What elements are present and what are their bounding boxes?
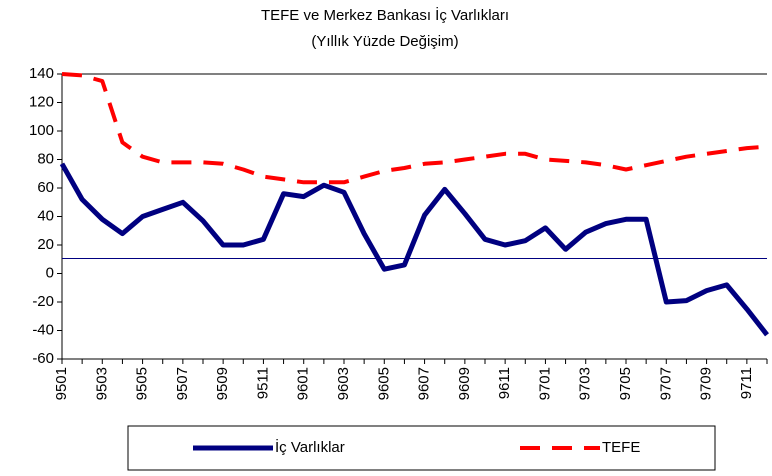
legend-label: TEFE bbox=[602, 439, 640, 456]
y-tick-label: 100 bbox=[29, 122, 54, 139]
y-tick-label: 60 bbox=[37, 179, 54, 196]
y-tick-label: 0 bbox=[46, 264, 54, 281]
x-tick-label: 9703 bbox=[577, 367, 594, 400]
y-tick-label: 140 bbox=[29, 65, 54, 82]
x-tick-label: 9603 bbox=[335, 367, 352, 400]
y-tick-label: -20 bbox=[32, 293, 54, 310]
legend-label: İç Varlıklar bbox=[275, 438, 345, 456]
x-tick-label: 9705 bbox=[617, 367, 634, 400]
x-tick-label: 9707 bbox=[657, 367, 674, 400]
x-tick-label: 9701 bbox=[536, 367, 553, 400]
x-tick-label: 9607 bbox=[416, 367, 433, 400]
y-tick-label: 20 bbox=[37, 236, 54, 253]
x-tick-label: 9709 bbox=[698, 367, 715, 400]
chart-subtitle: (Yıllık Yüzde Değişim) bbox=[311, 33, 458, 50]
x-tick-label: 9605 bbox=[375, 367, 392, 400]
series-line bbox=[61, 72, 768, 185]
y-tick-label: 40 bbox=[37, 207, 54, 224]
x-tick-label: 9503 bbox=[93, 367, 110, 400]
x-tick-label: 9711 bbox=[738, 367, 755, 399]
x-tick-label: 9611 bbox=[496, 367, 513, 399]
y-tick-label: 80 bbox=[37, 150, 54, 167]
y-tick-label: -60 bbox=[32, 350, 54, 367]
x-tick-label: 9507 bbox=[174, 367, 191, 400]
x-tick-label: 9501 bbox=[53, 367, 70, 400]
x-tick-label: 9509 bbox=[214, 367, 231, 400]
y-tick-label: -40 bbox=[32, 321, 54, 338]
x-tick-label: 9511 bbox=[254, 367, 271, 399]
x-tick-label: 9505 bbox=[134, 367, 151, 400]
x-tick-label: 9609 bbox=[456, 367, 473, 400]
chart-title: TEFE ve Merkez Bankası İç Varlıkları bbox=[261, 6, 509, 24]
x-tick-label: 9601 bbox=[295, 367, 312, 400]
y-tick-label: 120 bbox=[29, 93, 54, 110]
series-line bbox=[59, 162, 769, 337]
